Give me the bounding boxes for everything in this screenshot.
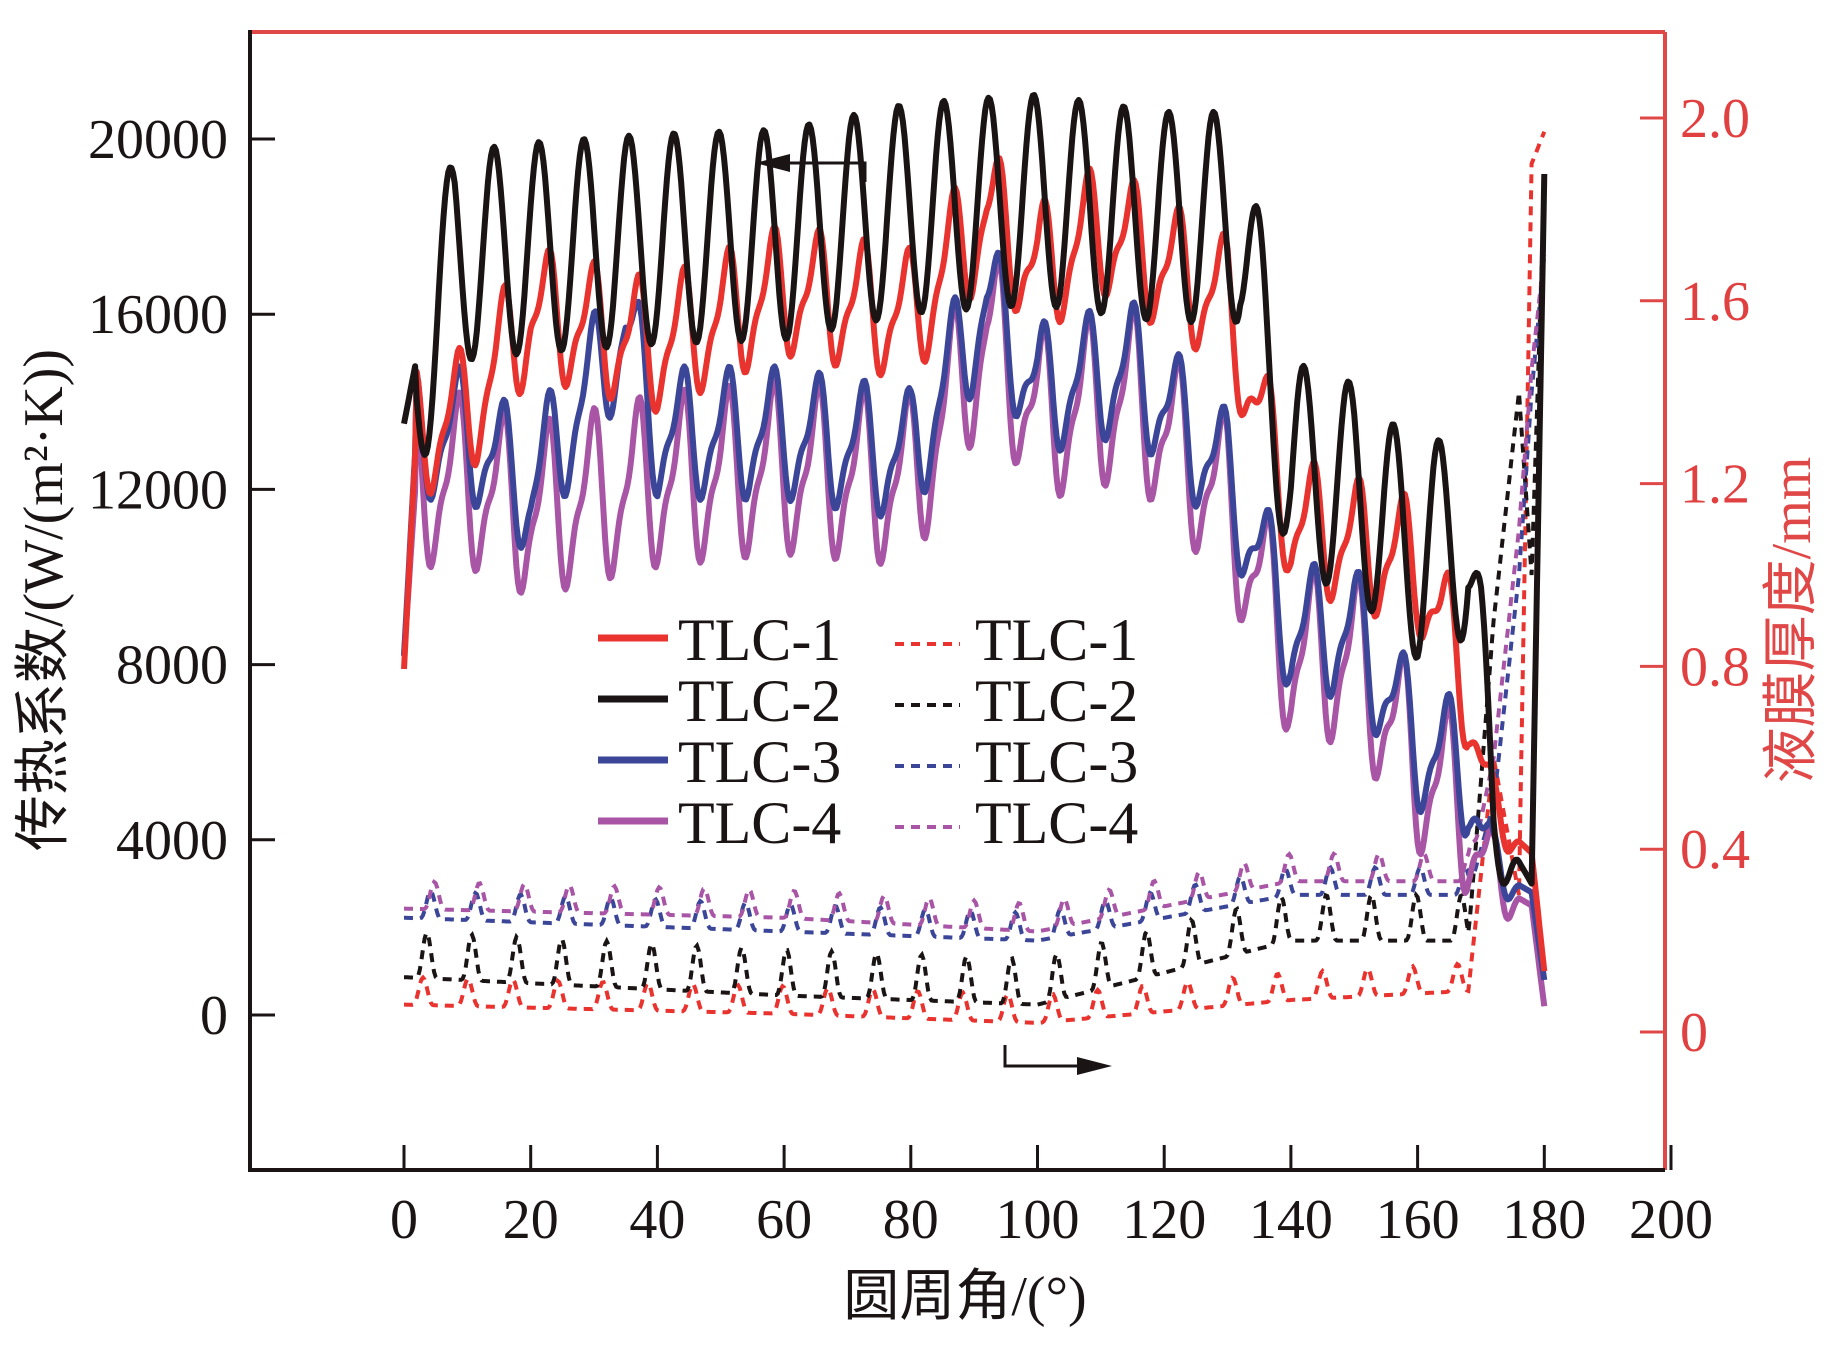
y-right-tick-label: 2.0 <box>1680 88 1750 150</box>
y-left-tick-label: 4000 <box>116 810 228 872</box>
left-axis-arrow <box>755 154 867 182</box>
legend: TLC-1 TLC-2 TLC-3 TLC-4 TLC-1 TLC-2 TLC-… <box>598 607 1138 856</box>
legend-label-dashed-tlc2: TLC-2 <box>975 668 1138 734</box>
x-tick-label: 160 <box>1376 1189 1460 1251</box>
y-right-tick-label: 1.6 <box>1680 271 1750 333</box>
y-left-tick-label: 12000 <box>88 459 228 521</box>
y-right-tick-label: 0 <box>1680 1002 1708 1064</box>
x-tick-label: 40 <box>629 1189 685 1251</box>
x-tick-label: 120 <box>1122 1189 1206 1251</box>
legend-label-dashed-tlc1: TLC-1 <box>975 607 1138 673</box>
y-right-tick-label: 0.4 <box>1680 819 1750 881</box>
x-tick-label: 80 <box>883 1189 939 1251</box>
y-right-tick-label: 0.8 <box>1680 636 1750 698</box>
x-tick-label: 200 <box>1629 1189 1713 1251</box>
x-tick-label: 20 <box>503 1189 559 1251</box>
x-tick-label: 180 <box>1502 1189 1586 1251</box>
y-right-tick-label: 1.2 <box>1680 454 1750 516</box>
legend-label-solid-tlc3: TLC-3 <box>678 729 841 795</box>
y-left-tick-label: 8000 <box>116 635 228 697</box>
series-film-tlc-2 <box>404 186 1547 1007</box>
legend-label-solid-tlc2: TLC-2 <box>678 668 841 734</box>
x-tick-label: 0 <box>390 1189 418 1251</box>
ticks-layer: 0 20 40 60 80 100 120 140 160 180 200 0 4000 8000 1200… <box>88 88 1750 1251</box>
series-film-tlc-3 <box>404 254 1547 943</box>
legend-label-dashed-tlc4: TLC-4 <box>975 790 1138 856</box>
series-layer <box>401 92 1548 1025</box>
legend-label-dashed-tlc3: TLC-3 <box>975 729 1138 795</box>
x-tick-label: 60 <box>756 1189 812 1251</box>
x-axis-label: 圆周角/(°) <box>843 1266 1086 1328</box>
right-axis-arrow <box>1003 1045 1112 1075</box>
series-film-tlc-4 <box>404 254 1547 934</box>
y-right-axis-label: 液膜厚度/mm <box>1761 457 1823 784</box>
x-tick-label: 140 <box>1249 1189 1333 1251</box>
x-tick-label: 100 <box>996 1189 1080 1251</box>
series-film-tlc-1 <box>404 130 1547 1025</box>
legend-label-solid-tlc1: TLC-1 <box>678 607 841 673</box>
y-left-axis-label: 传热系数/(W/(m²·K)) <box>13 349 75 851</box>
y-left-tick-label: 0 <box>200 985 228 1047</box>
y-left-tick-label: 20000 <box>88 109 228 171</box>
y-left-tick-label: 16000 <box>88 284 228 346</box>
legend-label-solid-tlc4: TLC-4 <box>678 790 841 856</box>
series-htc-tlc-3 <box>401 249 1548 981</box>
series-htc-tlc-2 <box>401 92 1548 887</box>
